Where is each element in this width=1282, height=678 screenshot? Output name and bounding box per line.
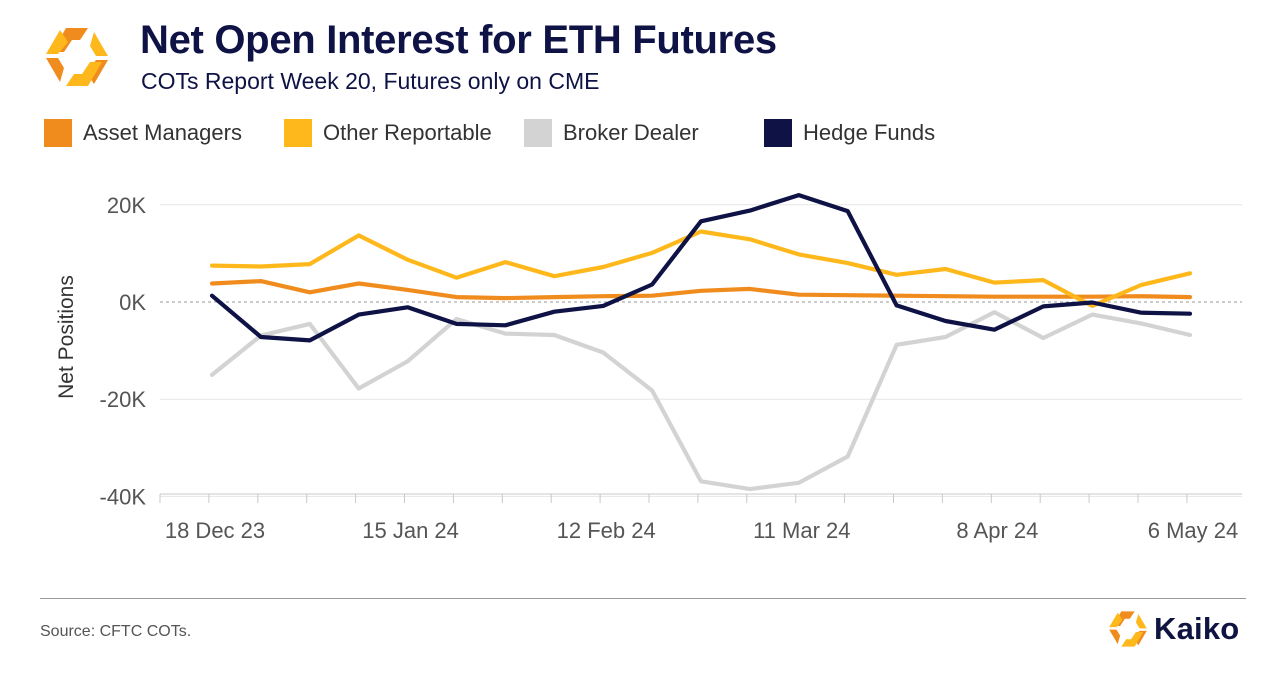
x-tick-label: 8 Apr 24	[956, 518, 1038, 543]
footer-divider	[40, 598, 1246, 599]
chart-legend: Asset Managers Other Reportable Broker D…	[44, 118, 1004, 148]
brand-wordmark: Kaiko	[1108, 610, 1239, 648]
y-axis-label: Net Positions	[55, 275, 78, 399]
line-chart: 20K 0K -20K -40K 18 Dec 23 15 Jan 24 12 Feb 24…	[55, 193, 1242, 543]
series-line-other-reportable	[209, 229, 1193, 308]
legend-swatch	[764, 119, 792, 147]
brand-logo-small-icon	[1109, 611, 1147, 647]
source-note: Source: CFTC COTs.	[40, 623, 192, 640]
legend-item-asset-managers: Asset Managers	[44, 119, 284, 147]
legend-swatch	[44, 119, 72, 147]
x-tick-label: 6 May 24	[1148, 518, 1239, 543]
y-tick-label: -20K	[100, 387, 147, 412]
y-tick-label: 20K	[107, 193, 146, 218]
y-tick-label: -40K	[100, 484, 147, 509]
series-line-broker-dealer	[209, 310, 1193, 492]
legend-label: Asset Managers	[83, 120, 242, 145]
brand-name: Kaiko	[1154, 611, 1240, 646]
legend-swatch	[524, 119, 552, 147]
legend-swatch	[284, 119, 312, 147]
chart-title: Net Open Interest for ETH Futures	[140, 18, 777, 62]
series-line-asset-managers	[209, 279, 1193, 301]
brand-logo-icon	[46, 28, 108, 86]
y-tick-label: 0K	[119, 290, 146, 315]
legend-item-broker-dealer: Broker Dealer	[524, 119, 764, 147]
legend-label: Broker Dealer	[563, 120, 699, 145]
x-tick-label: 11 Mar 24	[753, 518, 850, 543]
chart-subtitle: COTs Report Week 20, Futures only on CME	[141, 68, 600, 94]
x-tick-label: 18 Dec 23	[165, 518, 265, 543]
legend-item-hedge-funds: Hedge Funds	[764, 119, 1004, 147]
legend-label: Other Reportable	[323, 120, 492, 145]
legend-item-other-reportable: Other Reportable	[284, 119, 524, 147]
legend-label: Hedge Funds	[803, 120, 936, 145]
x-tick-label: 15 Jan 24	[362, 518, 459, 543]
series-line-hedge-funds	[209, 193, 1193, 343]
x-tick-label: 12 Feb 24	[557, 518, 656, 543]
